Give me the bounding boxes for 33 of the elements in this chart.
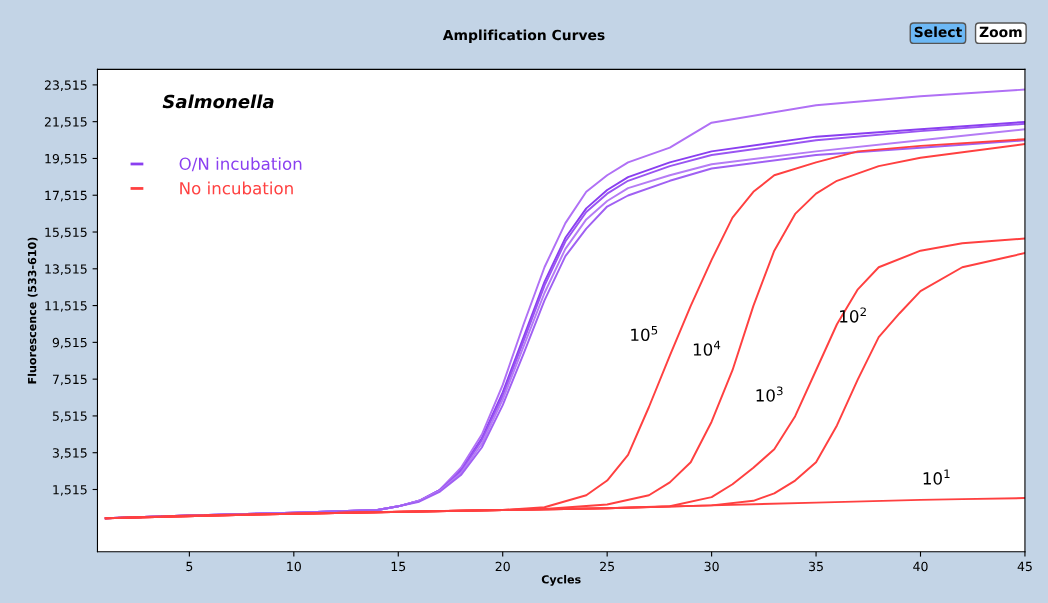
x-tick-label: 45 bbox=[1017, 561, 1032, 572]
y-tick-label: 7,515 bbox=[52, 374, 87, 386]
annotation: 10$^{1}$ bbox=[923, 469, 950, 485]
y-tick-label: 9,515 bbox=[52, 337, 87, 349]
y-tick-label: 1,515 bbox=[53, 485, 87, 496]
x-tick-label: 15 bbox=[391, 561, 406, 572]
x-axis-title: Cycles bbox=[541, 574, 581, 586]
annotation: 10$^{3}$ bbox=[756, 386, 783, 402]
y-tick-label: 5,515 bbox=[52, 411, 87, 423]
y-tick-label: 23,515 bbox=[44, 80, 87, 92]
x-tick-label: 35 bbox=[809, 561, 823, 572]
x-tick-label: 30 bbox=[704, 561, 719, 572]
chart-title: Amplification Curves bbox=[442, 29, 605, 43]
legend-label: No incubation bbox=[180, 181, 293, 195]
x-tick-label: 10 bbox=[287, 561, 301, 572]
y-tick-label: 19,515 bbox=[45, 153, 87, 165]
y-tick-label: 13,515 bbox=[45, 264, 87, 275]
y-tick-label: 15,515 bbox=[45, 227, 87, 239]
y-tick-label: 3,515 bbox=[52, 448, 87, 459]
text: Zoom bbox=[979, 26, 1022, 38]
x-tick-label: 25 bbox=[600, 561, 615, 572]
x-tick-label: 5 bbox=[186, 561, 193, 572]
x-tick-label: 40 bbox=[913, 561, 928, 572]
annotation: 10$^{4}$ bbox=[693, 340, 721, 356]
annotation: 10$^{5}$ bbox=[631, 325, 658, 342]
text: Select bbox=[914, 26, 962, 38]
y-tick-label: 11,515 bbox=[45, 301, 87, 312]
legend-label: O/N incubation bbox=[179, 157, 302, 172]
y-axis-title: Fluorescence (533-610) bbox=[27, 237, 38, 384]
x-tick-label: 20 bbox=[495, 561, 510, 572]
y-tick-label: 21,515 bbox=[44, 117, 87, 128]
annotation: Salmonella bbox=[162, 94, 274, 109]
y-tick-label: 17,515 bbox=[45, 190, 87, 202]
